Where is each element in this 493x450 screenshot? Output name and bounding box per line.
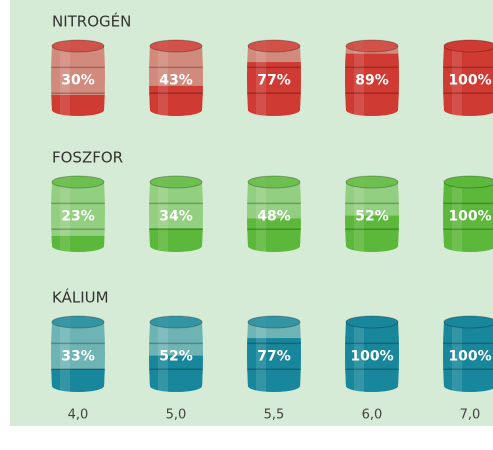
barrel-top [247, 315, 301, 329]
value-label: 34% [159, 208, 193, 224]
barrel-fill [247, 62, 301, 116]
barrel [51, 176, 105, 252]
barrel-fill [149, 85, 203, 116]
value-label: 52% [159, 348, 193, 364]
barrel [149, 176, 203, 252]
barrel-top [51, 39, 105, 53]
barrel [345, 316, 399, 392]
value-label: 100% [448, 208, 491, 224]
barrel-fill [443, 46, 493, 116]
barrel-fill [51, 368, 105, 392]
barrel-fill [443, 182, 493, 252]
barrel [247, 316, 301, 392]
value-label: 100% [448, 72, 491, 88]
barrel-shine [158, 176, 168, 252]
barrel-top [51, 315, 105, 329]
barrel [51, 40, 105, 116]
barrel-shine [452, 40, 462, 116]
value-label: 33% [61, 348, 95, 364]
barrel-shine [158, 316, 168, 392]
value-label: 100% [350, 348, 393, 364]
barrel [149, 40, 203, 116]
barrel-fill [443, 322, 493, 392]
barrel-shine [60, 176, 70, 252]
barrel-shine [354, 316, 364, 392]
series-name: KÁLIUM [52, 288, 109, 307]
barrel [443, 40, 493, 116]
barrel-top [149, 39, 203, 53]
barrel-fill [247, 338, 301, 392]
barrel-fill [149, 355, 203, 392]
barrel [247, 40, 301, 116]
barrel-fill [51, 235, 105, 252]
barrel-shine [452, 316, 462, 392]
barrel-shine [256, 316, 266, 392]
barrel-fill [345, 53, 399, 116]
barrel-top [345, 39, 399, 53]
barrel [247, 176, 301, 252]
barrel-fill [51, 95, 105, 116]
barrel-shine [354, 40, 364, 116]
barrel-top [247, 39, 301, 53]
x-label: 4,0 [68, 408, 89, 423]
barrel [345, 40, 399, 116]
value-label: 30% [61, 72, 95, 88]
barrel [443, 176, 493, 252]
value-label: 89% [355, 72, 389, 88]
value-label: 43% [159, 72, 193, 88]
value-label: 23% [61, 208, 95, 224]
barrel-top [149, 315, 203, 329]
barrel-fill [149, 228, 203, 252]
series-name: FOSZFOR [52, 149, 123, 167]
value-label: 77% [257, 72, 291, 88]
barrel-fill [345, 215, 399, 252]
x-label: 5,0 [166, 408, 187, 423]
barrel-shine [452, 176, 462, 252]
value-label: 100% [448, 348, 491, 364]
barrel-shine [158, 40, 168, 116]
value-label: 77% [257, 348, 291, 364]
barrel-fill [247, 218, 301, 252]
barrel [149, 316, 203, 392]
barrel-top [443, 39, 493, 53]
barrel-top [149, 175, 203, 189]
barrel-top [345, 175, 399, 189]
series-name: NITROGÉN [52, 12, 131, 31]
barrel-top [247, 175, 301, 189]
barrel-top [345, 315, 399, 329]
barrel [51, 316, 105, 392]
value-label: 52% [355, 208, 389, 224]
barrel-shine [256, 40, 266, 116]
barrel-shine [60, 40, 70, 116]
barrel [443, 316, 493, 392]
x-label: 7,0 [460, 408, 481, 423]
barrel-top [443, 315, 493, 329]
barrel-top [51, 175, 105, 189]
barrel [345, 176, 399, 252]
barrel-shine [60, 316, 70, 392]
x-label: 5,5 [264, 408, 285, 423]
x-label: 6,0 [362, 408, 383, 423]
barrel-shine [354, 176, 364, 252]
barrel-top [443, 175, 493, 189]
barrel-shine [256, 176, 266, 252]
barrel-fill [345, 322, 399, 392]
value-label: 48% [257, 208, 291, 224]
